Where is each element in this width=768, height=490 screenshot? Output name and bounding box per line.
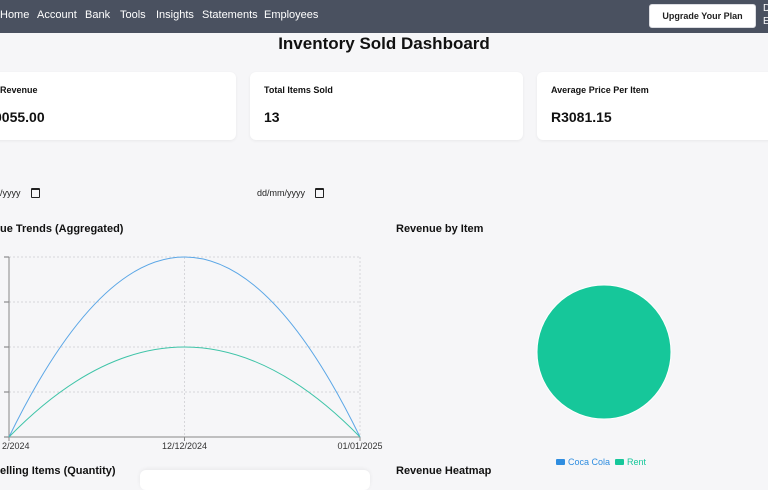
end-date-input[interactable]: dd/mm/yyyy <box>257 186 324 200</box>
legend-swatch-rent <box>615 459 624 465</box>
card-label: Average Price Per Item <box>551 85 649 95</box>
x-tick-label: 12/12/2024 <box>162 441 207 451</box>
nav-home[interactable]: Home <box>0 9 29 21</box>
x-tick-label: 01/01/2025 <box>337 441 382 451</box>
pie-legend-item[interactable]: Coca Cola <box>556 457 610 467</box>
nav-bank[interactable]: Bank <box>85 9 110 21</box>
nav-user-initial-bottom[interactable]: E <box>763 16 768 27</box>
legend-label: Rent <box>627 457 646 467</box>
revenue-heatmap-title: Revenue Heatmap <box>396 465 491 477</box>
stat-card-average-price: Average Price Per Item R3081.15 <box>537 72 768 140</box>
calendar-icon[interactable] <box>315 188 324 198</box>
revenue-by-item-title: Revenue by Item <box>396 223 483 235</box>
chart-x-labels: 2/2024 12/12/2024 01/01/2025 <box>2 441 383 451</box>
card-label: Revenue <box>0 85 38 95</box>
card-value: 0055.00 <box>0 109 45 125</box>
nav-tools[interactable]: Tools <box>120 9 146 21</box>
x-tick-label: 2/2024 <box>2 441 30 451</box>
date-placeholder: dd/mm/yyyy <box>257 188 305 198</box>
selling-items-card <box>140 470 370 490</box>
card-label: Total Items Sold <box>264 85 333 95</box>
card-value: R3081.15 <box>551 109 612 125</box>
top-nav-bar: Home Account Bank Tools Insights Stateme… <box>0 0 768 33</box>
stat-card-revenue: Revenue 0055.00 <box>0 72 236 140</box>
nav-insights[interactable]: Insights <box>156 9 194 21</box>
legend-swatch-coca-cola <box>556 459 565 465</box>
nav-user-initial-top[interactable]: D <box>763 3 768 14</box>
pie-slice-rent <box>537 285 671 419</box>
nav-employees[interactable]: Employees <box>264 9 318 21</box>
legend-label: Coca Cola <box>568 457 610 467</box>
page-title: Inventory Sold Dashboard <box>0 34 768 54</box>
pie-slices <box>537 285 671 419</box>
nav-account[interactable]: Account <box>37 9 77 21</box>
date-placeholder: /yyyy <box>0 188 21 198</box>
stat-card-items-sold: Total Items Sold 13 <box>250 72 523 140</box>
pie-legend-item[interactable]: Rent <box>615 457 646 467</box>
chart-grid <box>4 257 360 441</box>
trends-chart-title: ue Trends (Aggregated) <box>0 223 123 235</box>
top-selling-items-title: elling Items (Quantity) <box>0 465 116 477</box>
card-value: 13 <box>264 109 280 125</box>
start-date-input[interactable]: /yyyy <box>0 186 40 200</box>
revenue-by-item-pie <box>530 280 680 430</box>
nav-statements[interactable]: Statements <box>202 9 258 21</box>
upgrade-plan-button[interactable]: Upgrade Your Plan <box>649 4 756 28</box>
calendar-icon[interactable] <box>31 188 40 198</box>
